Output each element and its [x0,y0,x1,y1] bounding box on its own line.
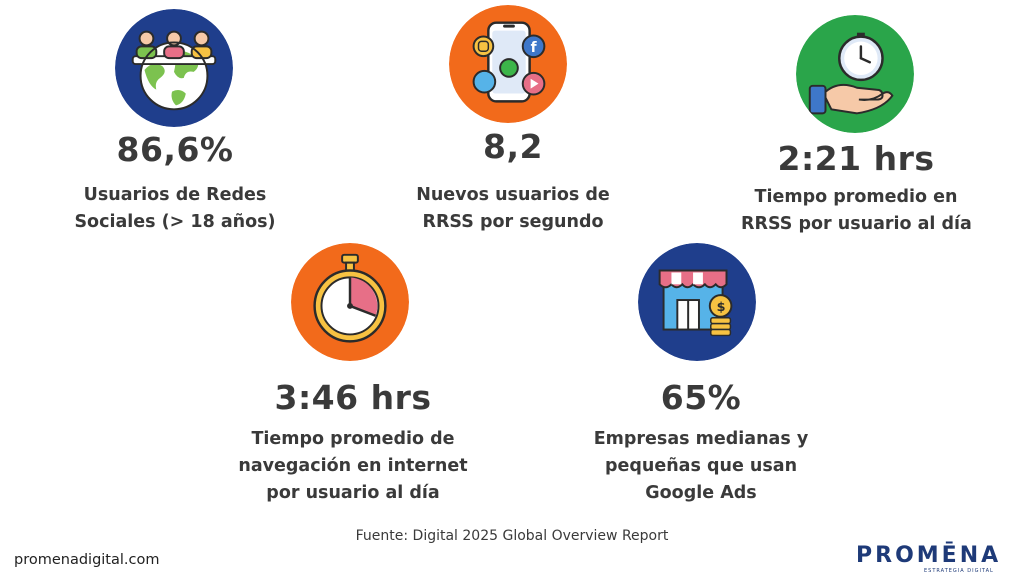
stat-new-users-per-second: f 8,2 Nuevos usuarios de RRSS por segund… [398,0,628,250]
stat-label-line: Google Ads [645,483,757,503]
store-coins-icon: $ [638,243,756,361]
stat-label: Usuarios de Redes Sociales (> 18 años) [60,182,290,236]
stat-label: Empresas medianas y pequeñas que usan Go… [566,426,836,507]
stat-label-line: Usuarios de Redes [83,185,267,205]
stat-google-ads-companies: $ 65% Empresas medianas y pequeñas que u… [566,236,836,516]
stat-value: 2:21 hrs [777,139,935,178]
svg-text:$: $ [717,300,726,315]
stat-label-line: Empresas medianas y [593,429,809,449]
stat-label-line: Sociales (> 18 años) [74,212,276,232]
stat-label: Tiempo promedio de navegación en interne… [228,426,478,507]
stat-label-line: por usuario al día [266,483,440,503]
stat-value: 3:46 hrs [274,378,432,417]
social-users-globe-icon [115,9,233,127]
stat-label-line: navegación en internet [238,456,468,476]
stat-social-media-users: 86,6% Usuarios de Redes Sociales (> 18 a… [60,0,290,250]
stat-label-line: RRSS por segundo [422,212,604,232]
stopwatch-icon [291,243,409,361]
stat-internet-browsing-time: 3:46 hrs Tiempo promedio de navegación e… [228,236,478,516]
stat-label-line: Nuevos usuarios de [416,185,610,205]
stat-label-line: RRSS por usuario al día [741,214,972,234]
stat-value: 65% [660,378,742,417]
svg-text:f: f [531,40,538,56]
hand-holding-clock-icon [796,15,914,133]
brand-name: PROMĒNA [856,543,1002,568]
stat-label-line: Tiempo promedio en [754,187,958,207]
stat-label-line: pequeñas que usan [604,456,798,476]
brand-logo: PROMĒNA ESTRATEGIA DIGITAL [856,543,1016,575]
source-citation: Fuente: Digital 2025 Global Overview Rep… [355,528,669,544]
stat-label: Nuevos usuarios de RRSS por segundo [398,182,628,236]
brand-tagline: ESTRATEGIA DIGITAL [924,568,994,574]
stat-label-line: Tiempo promedio de [251,429,455,449]
stat-value: 86,6% [116,130,234,169]
stat-value: 8,2 [483,127,543,166]
website-link[interactable]: promenadigital.com [14,552,160,568]
stat-social-media-time: 2:21 hrs Tiempo promedio en RRSS por usu… [741,0,972,250]
smartphone-social-apps-icon: f [449,5,567,123]
stat-label: Tiempo promedio en RRSS por usuario al d… [741,184,972,238]
